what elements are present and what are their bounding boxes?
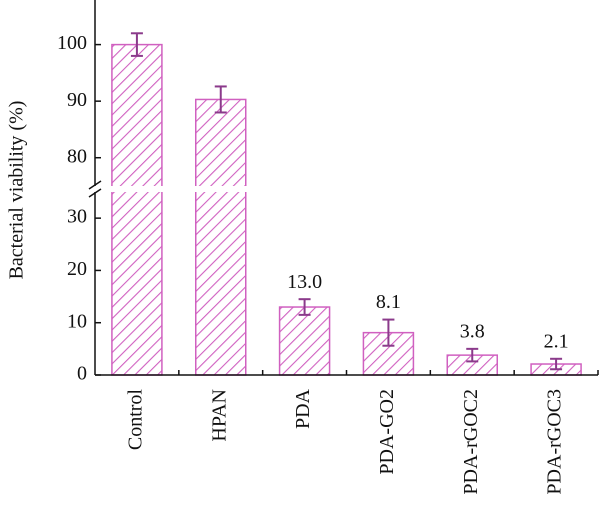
value-label: 3.8: [460, 320, 485, 342]
x-tick-label: HPAN: [208, 389, 230, 442]
bar: [111, 43, 163, 376]
y-tick-label: 30: [67, 206, 87, 228]
x-tick-label: PDA: [292, 388, 314, 429]
y-tick-label: 20: [67, 258, 87, 280]
y-tick-label: 80: [67, 145, 87, 167]
y-axis-title: Bacterial viability (%): [6, 101, 28, 280]
axis-break-gap: [89, 186, 598, 192]
y-tick-label: 100: [57, 32, 87, 54]
x-tick-label: PDA-rGOC2: [460, 389, 482, 495]
y-tick-label: 90: [67, 89, 87, 111]
x-tick-label: PDA-GO2: [376, 389, 398, 475]
value-label: 13.0: [287, 271, 322, 293]
axis-break-mark: [88, 180, 102, 190]
value-label: 2.1: [544, 330, 569, 352]
bar: [278, 306, 331, 376]
x-tick-label: PDA-rGOC3: [544, 389, 566, 495]
x-tick-label: Control: [125, 389, 147, 451]
y-tick-label: 0: [77, 363, 87, 385]
bar: [195, 98, 247, 376]
y-tick-label: 10: [67, 310, 87, 332]
axis-break-mark: [88, 188, 102, 198]
value-label: 8.1: [376, 291, 401, 313]
